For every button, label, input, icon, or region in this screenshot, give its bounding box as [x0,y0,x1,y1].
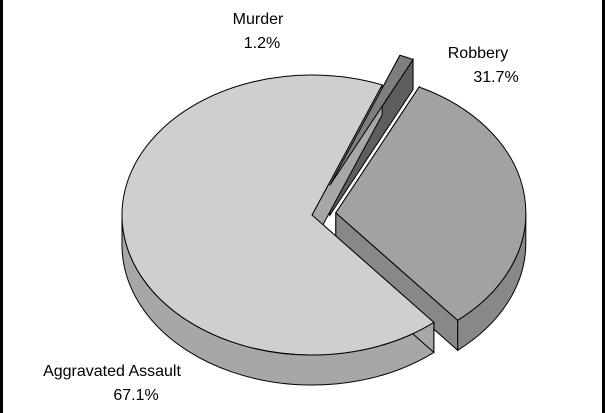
slice-label-aggravated-assault: Aggravated Assault [43,363,181,380]
slice-robbery [335,86,527,321]
slice-aggravated-assault [121,74,435,356]
slice-murder [329,54,414,186]
slice-label-murder: Murder [233,11,284,28]
slice-label-robbery: Robbery [448,45,508,62]
slice-value-aggravated-assault: 67.1% [113,387,158,404]
slice-value-murder: 1.2% [244,35,280,52]
slice-value-robbery: 31.7% [473,69,518,86]
